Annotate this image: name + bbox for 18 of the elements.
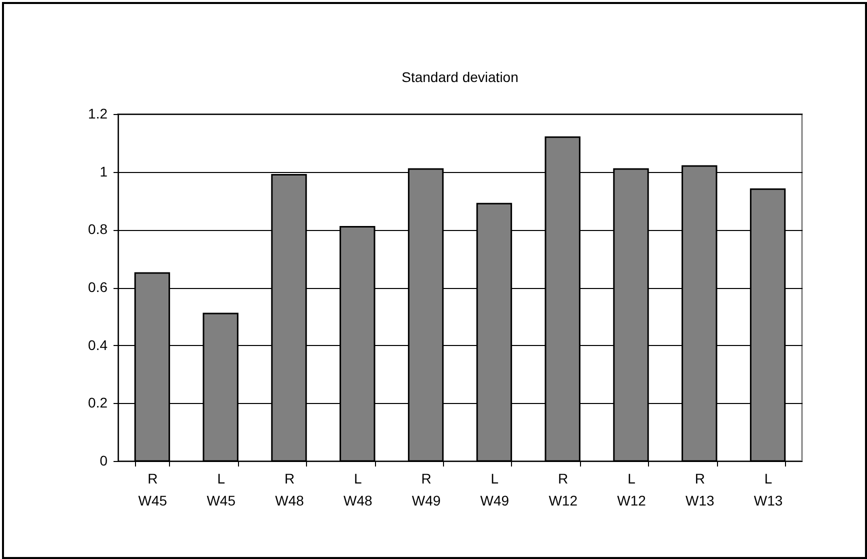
x-tick-label: L W49: [480, 470, 510, 508]
x-tick-label: L W13: [754, 470, 783, 508]
x-tick-label: R W48: [275, 470, 304, 508]
chart-title: Standard deviation: [402, 69, 518, 85]
y-tick-label: 1.2: [88, 106, 108, 122]
y-tick-label: 0.4: [88, 336, 108, 353]
y-tick-label: 0.6: [88, 279, 108, 295]
x-tick-label: L W45: [206, 470, 236, 508]
y-tick-label: 0: [100, 452, 108, 468]
y-tick-label: 1: [100, 163, 108, 180]
y-tick-label: 0.2: [88, 394, 108, 411]
x-tick-label: R W12: [548, 470, 578, 508]
y-tick-label: 0.8: [88, 221, 108, 238]
x-tick-label: L W12: [617, 470, 646, 508]
x-tick-label: R W49: [412, 470, 441, 508]
x-tick-label: L W48: [344, 470, 372, 508]
x-tick-label: R W13: [686, 470, 714, 508]
x-tick-label: R W45: [138, 470, 168, 508]
